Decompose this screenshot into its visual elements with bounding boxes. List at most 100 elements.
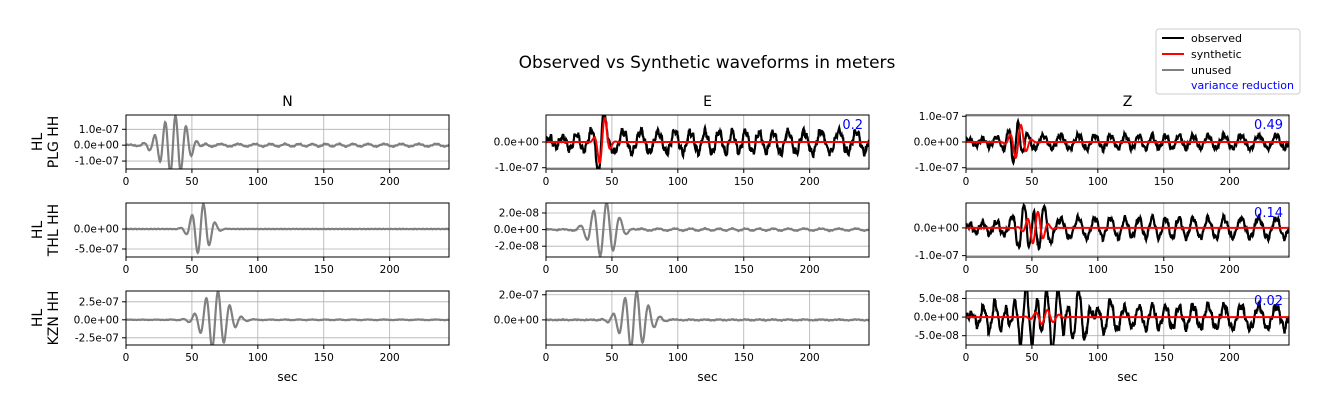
unused-waveform bbox=[126, 203, 449, 255]
x-tick-label: 0 bbox=[123, 352, 130, 364]
synthetic-waveform bbox=[546, 116, 869, 165]
y-tick-label: 0.0e+00 bbox=[914, 137, 959, 149]
x-tick-label: 150 bbox=[734, 352, 754, 364]
unused-waveform bbox=[546, 203, 869, 257]
observed-waveform bbox=[966, 203, 1289, 252]
x-tick-label: 200 bbox=[800, 176, 820, 188]
x-tick-label: 100 bbox=[1088, 264, 1108, 276]
x-tick-label: 200 bbox=[380, 264, 400, 276]
x-tick-label: 100 bbox=[248, 264, 268, 276]
x-tick-label: 200 bbox=[380, 176, 400, 188]
y-tick-label: -5.0e-08 bbox=[915, 330, 959, 342]
x-tick-label: 0 bbox=[963, 352, 970, 364]
variance-reduction-value: 0.02 bbox=[1254, 294, 1283, 309]
legend-unused-label: unused bbox=[1191, 64, 1231, 77]
variance-reduction-value: 0.2 bbox=[842, 118, 863, 133]
variance-reduction-value: 0.14 bbox=[1254, 206, 1283, 221]
legend-variance-reduction-label: variance reduction bbox=[1191, 79, 1294, 92]
x-tick-label: 0 bbox=[123, 264, 130, 276]
x-tick-label: 200 bbox=[1220, 176, 1240, 188]
x-tick-label: 100 bbox=[1088, 352, 1108, 364]
panel-r2-c1: 0 50 100 150 200 2.0e-07 0.0e+00 bbox=[494, 289, 870, 364]
y-tick-label: -2.0e-08 bbox=[495, 241, 539, 253]
panel-r2-c0: 0 50 100 150 200 2.5e-07 0.0e+00 -2.5e-07 bbox=[74, 290, 450, 364]
column-title-n: N bbox=[282, 94, 292, 110]
legend-synthetic-label: synthetic bbox=[1191, 48, 1242, 61]
row-label-station: PLG HH bbox=[46, 116, 62, 169]
y-tick-label: 0.0e+00 bbox=[494, 137, 539, 149]
x-tick-label: 50 bbox=[185, 264, 198, 276]
x-tick-label: 150 bbox=[314, 264, 334, 276]
panel-r1-c0: 0 50 100 150 200 0.0e+00 -5.0e-07 bbox=[74, 202, 450, 276]
unused-waveform bbox=[546, 291, 869, 345]
x-tick-label: 0 bbox=[963, 176, 970, 188]
x-tick-label: 100 bbox=[248, 176, 268, 188]
synthetic-waveform bbox=[966, 210, 1289, 245]
x-tick-label: 0 bbox=[543, 176, 550, 188]
x-tick-label: 100 bbox=[668, 352, 688, 364]
x-tick-label: 50 bbox=[1025, 352, 1038, 364]
legend: observed synthetic unused variance reduc… bbox=[1155, 28, 1301, 95]
panel-frame bbox=[545, 290, 870, 346]
x-axis-label: sec bbox=[697, 370, 717, 384]
x-tick-label: 200 bbox=[800, 264, 820, 276]
y-tick-label: -5.0e-07 bbox=[75, 244, 119, 256]
x-tick-label: 200 bbox=[1220, 264, 1240, 276]
column-title-z: Z bbox=[1123, 94, 1133, 110]
panel-r0-c2: 0 50 100 150 200 1.0e-07 0.0e+00 -1.0e-07 0.49 bbox=[914, 111, 1290, 188]
y-tick-label: 0.0e+00 bbox=[74, 314, 119, 326]
x-tick-label: 150 bbox=[314, 176, 334, 188]
panel-frame bbox=[125, 114, 450, 170]
y-tick-label: 0.0e+00 bbox=[914, 312, 959, 324]
panel-r0-c0: 0 50 100 150 200 1.0e-07 0.0e+00 -1.0e-07 bbox=[74, 114, 450, 188]
x-axis-labels: sec sec sec bbox=[277, 370, 1137, 384]
y-tick-label: -1.0e-07 bbox=[915, 250, 959, 262]
y-tick-label: 0.0e+00 bbox=[74, 224, 119, 236]
y-tick-label: 0.0e+00 bbox=[494, 314, 539, 326]
y-tick-label: 5.0e-08 bbox=[919, 293, 959, 305]
x-tick-label: 150 bbox=[314, 352, 334, 364]
x-tick-label: 150 bbox=[734, 264, 754, 276]
legend-observed-label: observed bbox=[1191, 32, 1242, 45]
panel-frame bbox=[965, 290, 1290, 346]
y-tick-label: 2.0e-08 bbox=[499, 207, 539, 219]
row-label-station: THL HH bbox=[46, 204, 62, 257]
variance-reduction-value: 0.49 bbox=[1254, 118, 1283, 133]
x-tick-label: 0 bbox=[543, 264, 550, 276]
x-tick-label: 150 bbox=[1154, 176, 1174, 188]
y-tick-label: 0.0e+00 bbox=[494, 224, 539, 236]
x-tick-label: 50 bbox=[605, 264, 618, 276]
observed-waveform bbox=[546, 115, 869, 169]
row-label-network: HL bbox=[30, 133, 46, 152]
unused-waveform bbox=[126, 115, 449, 169]
x-tick-label: 150 bbox=[1154, 352, 1174, 364]
x-tick-label: 50 bbox=[1025, 176, 1038, 188]
x-tick-label: 100 bbox=[668, 176, 688, 188]
x-tick-label: 100 bbox=[1088, 176, 1108, 188]
x-tick-label: 50 bbox=[1025, 264, 1038, 276]
row-label-network: HL bbox=[30, 221, 46, 240]
legend-frame bbox=[1155, 28, 1301, 95]
observed-waveform bbox=[966, 291, 1289, 345]
row-label-network: HL bbox=[30, 309, 46, 328]
y-tick-label: 2.0e-07 bbox=[499, 289, 539, 301]
unused-waveform bbox=[126, 291, 449, 345]
x-tick-label: 50 bbox=[185, 352, 198, 364]
synthetic-waveform bbox=[966, 123, 1289, 160]
panel-frame bbox=[125, 290, 450, 346]
y-tick-label: -1.0e-07 bbox=[75, 156, 119, 168]
y-tick-label: 0.0e+00 bbox=[74, 140, 119, 152]
x-tick-label: 150 bbox=[734, 176, 754, 188]
row-label-station: KZN HH bbox=[46, 291, 62, 346]
figure-title: Observed vs Synthetic waveforms in meter… bbox=[519, 53, 896, 73]
x-tick-label: 0 bbox=[543, 352, 550, 364]
x-tick-label: 100 bbox=[668, 264, 688, 276]
y-tick-label: 1.0e-07 bbox=[79, 124, 119, 136]
y-tick-label: 2.5e-07 bbox=[79, 296, 119, 308]
x-tick-label: 200 bbox=[1220, 352, 1240, 364]
panel-r1-c1: 0 50 100 150 200 2.0e-08 0.0e+00 -2.0e-08 bbox=[494, 202, 870, 276]
panel-frame bbox=[125, 202, 450, 258]
panel-r1-c2: 0 50 100 150 200 0.0e+00 -1.0e-07 0.14 bbox=[914, 202, 1290, 276]
